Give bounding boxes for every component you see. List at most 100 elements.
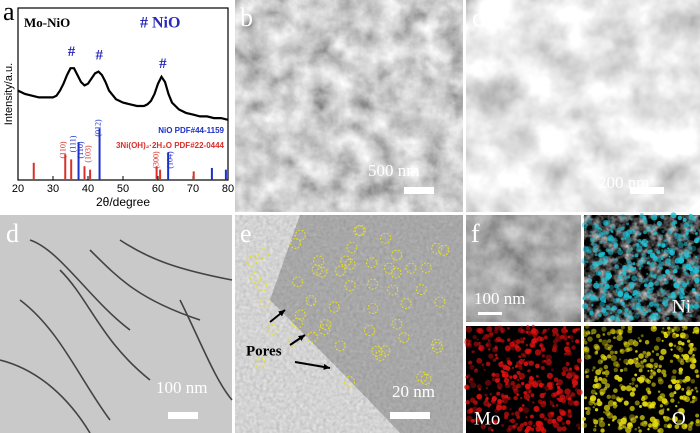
map-speckle [496, 402, 502, 408]
map-speckle [635, 357, 639, 360]
map-speckle [656, 265, 661, 269]
map-speckle [670, 398, 675, 403]
map-speckle [600, 417, 604, 421]
map-speckle [645, 225, 652, 232]
map-speckle [689, 251, 692, 254]
map-speckle [598, 338, 603, 343]
map-speckle [689, 401, 692, 404]
map-speckle [493, 328, 499, 334]
map-speckle [608, 284, 615, 290]
map-speckle [690, 378, 696, 384]
map-speckle [646, 261, 650, 265]
map-speckle [614, 264, 617, 267]
map-speckle [525, 425, 532, 432]
map-speckle [692, 395, 696, 400]
map-speckle [650, 314, 657, 320]
map-speckle [492, 358, 497, 362]
map-speckle [645, 310, 648, 314]
map-speckle [623, 287, 627, 291]
map-speckle [567, 409, 572, 414]
map-speckle [546, 372, 553, 379]
map-speckle [583, 227, 587, 230]
map-speckle [667, 247, 670, 250]
pore-circle [343, 376, 355, 388]
map-speckle [605, 272, 612, 280]
map-speckle [653, 367, 656, 370]
map-speckle [552, 392, 558, 397]
map-speckle [663, 400, 669, 406]
map-speckle [595, 280, 598, 284]
panel-label: a [3, 0, 15, 26]
map-speckle [651, 401, 656, 407]
map-speckle [500, 327, 506, 333]
map-speckle [686, 282, 690, 285]
map-speckle [654, 281, 660, 286]
map-speckle [469, 364, 475, 370]
map-speckle [473, 368, 478, 373]
map-speckle [488, 348, 491, 351]
map-speckle [532, 401, 535, 404]
map-speckle [639, 212, 644, 218]
map-speckle [607, 346, 612, 351]
map-speckle [640, 241, 644, 245]
map-speckle [597, 313, 602, 317]
map-speckle [586, 406, 590, 411]
map-speckle [506, 427, 512, 433]
map-speckle [662, 273, 666, 278]
map-speckle [585, 246, 591, 252]
map-speckle [681, 292, 685, 295]
map-speckle [565, 341, 570, 346]
map-speckle [629, 229, 635, 235]
map-speckle [668, 384, 673, 389]
peak-marker: # [95, 48, 103, 64]
map-speckle [694, 386, 698, 390]
map-speckle [663, 331, 667, 335]
map-speckle [622, 416, 627, 421]
map-speckle [627, 260, 633, 266]
map-speckle [665, 258, 671, 265]
tem-image [0, 215, 232, 433]
panel-label: f [471, 219, 480, 248]
map-speckle [567, 399, 575, 406]
map-speckle [532, 382, 539, 388]
map-speckle [648, 364, 654, 369]
map-speckle [571, 345, 576, 350]
map-speckle [573, 364, 580, 370]
map-speckle [484, 393, 488, 397]
x-axis-label: 2θ/degree [96, 195, 150, 209]
hkl-label: (104) [165, 151, 174, 169]
x-tick-label: 60 [152, 183, 164, 195]
map-speckle [621, 301, 625, 305]
map-speckle [615, 404, 618, 407]
map-speckle [632, 293, 636, 297]
haadf-image [466, 215, 581, 322]
map-speckle [692, 354, 695, 357]
map-speckle [495, 373, 500, 378]
map-speckle [660, 255, 664, 259]
map-speckle [647, 295, 652, 299]
map-speckle [655, 352, 660, 357]
map-speckle [501, 405, 507, 411]
map-speckle [677, 419, 683, 426]
map-speckle [646, 304, 650, 308]
hkl-label: (300) [151, 151, 160, 169]
map-speckle [677, 340, 683, 346]
map-speckle [555, 332, 560, 337]
map-speckle [552, 333, 556, 337]
map-speckle [688, 422, 693, 428]
map-speckle [681, 423, 688, 430]
scale-bar-label: 500 nm [368, 161, 419, 180]
map-speckle [574, 375, 578, 379]
map-speckle [649, 279, 652, 282]
map-speckle [593, 245, 597, 249]
map-speckle [657, 390, 661, 393]
map-speckle [683, 268, 687, 272]
map-speckle [495, 356, 499, 360]
map-speckle [530, 344, 533, 347]
map-speckle [556, 415, 563, 422]
map-speckle [478, 346, 484, 351]
map-speckle [518, 365, 523, 371]
map-speckle [623, 425, 627, 429]
map-speckle [601, 355, 607, 361]
map-speckle [598, 376, 603, 381]
